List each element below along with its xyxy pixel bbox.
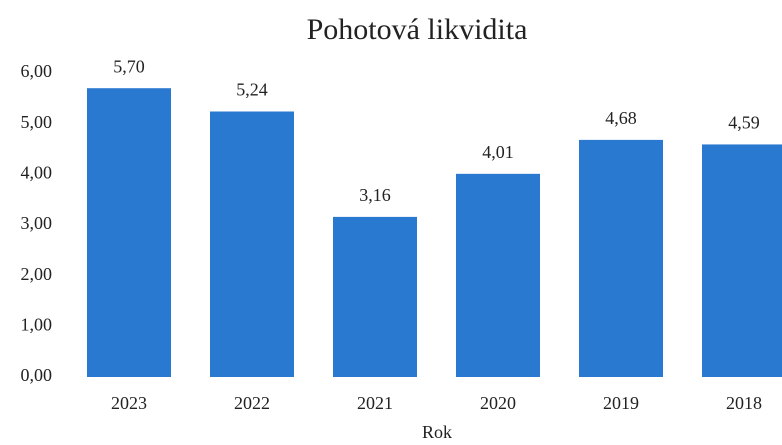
bar [579, 139, 663, 377]
y-tick-label: 3,00 [21, 213, 53, 233]
x-tick-label: 2023 [111, 393, 147, 413]
bar [210, 111, 294, 378]
bar [333, 216, 417, 377]
x-tick-label: 2018 [726, 393, 762, 413]
y-tick-label: 5,00 [21, 112, 53, 132]
bar [87, 88, 171, 377]
value-label: 4,68 [605, 108, 637, 128]
x-tick-label: 2020 [480, 393, 516, 413]
x-axis-label: Rok [422, 422, 452, 442]
x-tick-label: 2022 [234, 393, 270, 413]
y-tick-label: 4,00 [21, 162, 53, 182]
value-label: 5,24 [236, 80, 268, 100]
x-tick-label: 2019 [603, 393, 639, 413]
value-label: 3,16 [359, 185, 391, 205]
y-tick-label: 2,00 [21, 264, 53, 284]
y-tick-label: 0,00 [21, 365, 53, 385]
chart-title: Pohotová likvidita [307, 13, 528, 46]
value-label: 4,59 [728, 113, 760, 133]
y-tick-label: 1,00 [21, 314, 53, 334]
y-tick-label: 6,00 [21, 61, 53, 81]
bar [702, 144, 782, 377]
value-label: 5,70 [113, 56, 145, 76]
value-label: 4,01 [482, 142, 514, 162]
x-tick-label: 2021 [357, 393, 393, 413]
bar [456, 173, 540, 377]
